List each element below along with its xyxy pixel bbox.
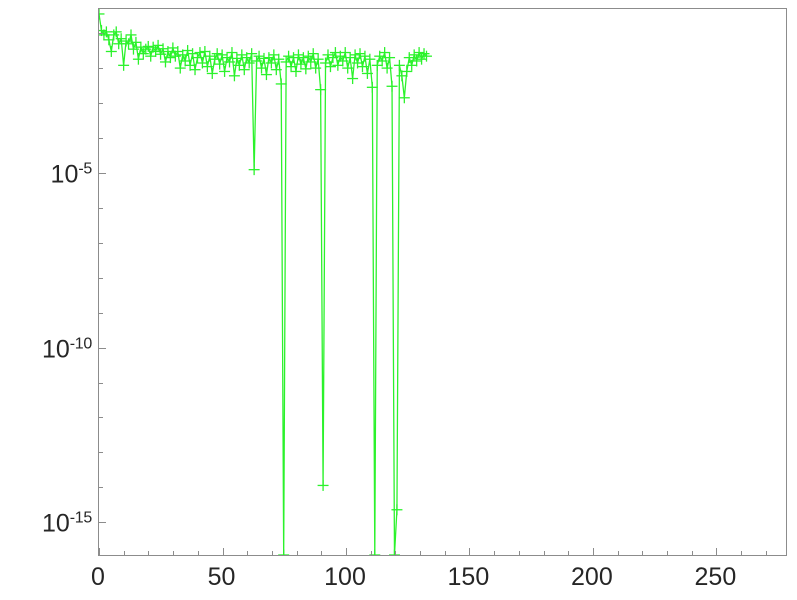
y-axis-minor-tick <box>99 452 103 454</box>
y-axis-minor-tick <box>99 207 103 209</box>
y-axis-tick-exponent: -5 <box>78 160 92 178</box>
x-axis-minor-tick <box>247 551 249 555</box>
x-axis-tick <box>592 548 594 555</box>
y-axis-tick-label: 10-5 <box>50 156 93 189</box>
y-axis-tick-base: 10 <box>50 160 79 189</box>
y-axis-minor-tick <box>99 68 103 70</box>
x-axis-tick <box>222 548 224 555</box>
x-axis-tick <box>469 548 471 555</box>
y-axis-tick-base: 10 <box>41 509 70 538</box>
series-markers <box>99 9 432 555</box>
data-series-svg <box>99 9 432 555</box>
x-axis-minor-tick <box>642 551 644 555</box>
y-axis-labels: 10-5 10-10 10-15 <box>0 0 92 600</box>
y-axis-tick <box>99 173 106 174</box>
y-axis-minor-tick <box>99 312 103 314</box>
plot-area <box>98 8 787 556</box>
x-axis-minor-tick <box>741 551 743 555</box>
y-axis-minor-tick <box>99 103 103 105</box>
y-axis-minor-tick <box>99 33 103 35</box>
x-axis-tick-label: 150 <box>447 563 490 591</box>
series-line <box>99 13 427 555</box>
x-axis-minor-tick <box>568 551 570 555</box>
x-axis-minor-tick <box>271 551 273 555</box>
x-axis-tick <box>346 548 347 555</box>
y-axis-minor-tick <box>99 138 103 140</box>
y-axis-minor-tick <box>99 277 103 279</box>
x-axis-minor-tick <box>765 551 767 555</box>
x-axis-minor-tick <box>617 551 619 555</box>
y-axis-tick-exponent: -10 <box>69 334 93 352</box>
x-axis-minor-tick <box>296 551 298 555</box>
x-axis-tick-label: 250 <box>694 563 737 591</box>
x-axis-tick <box>716 548 718 555</box>
x-axis-minor-tick <box>321 551 323 555</box>
y-axis-tick-label: 10-10 <box>42 331 92 362</box>
x-axis-minor-tick <box>370 551 372 555</box>
y-axis-tick <box>99 347 106 349</box>
x-axis-minor-tick <box>197 551 199 555</box>
y-axis-minor-tick <box>99 417 103 419</box>
y-axis-minor-tick <box>99 242 103 244</box>
y-axis-tick-exponent: -15 <box>69 509 93 527</box>
y-axis-tick <box>99 522 106 524</box>
x-axis-tick-label: 200 <box>571 563 613 591</box>
x-axis-minor-tick <box>691 551 693 555</box>
x-axis-minor-tick <box>444 551 446 555</box>
y-axis-tick-base: 10 <box>41 335 70 364</box>
x-axis-minor-tick <box>667 551 668 555</box>
x-axis-minor-tick <box>543 551 545 555</box>
x-axis-minor-tick <box>518 551 520 555</box>
y-axis-minor-tick <box>99 382 103 384</box>
x-axis-tick-label: 50 <box>207 563 236 591</box>
x-axis-minor-tick <box>123 551 125 555</box>
x-axis-minor-tick <box>148 551 150 555</box>
x-axis-tick-label: 100 <box>324 563 366 591</box>
x-axis-minor-tick <box>173 551 175 555</box>
x-axis-tick-label: 0 <box>91 563 105 591</box>
x-axis-minor-tick <box>420 551 421 555</box>
y-axis-tick-label: 10-15 <box>42 505 92 536</box>
x-axis-minor-tick <box>395 551 397 555</box>
x-axis-tick <box>99 548 100 555</box>
y-axis-minor-tick <box>99 487 103 489</box>
x-axis-minor-tick <box>494 551 496 555</box>
